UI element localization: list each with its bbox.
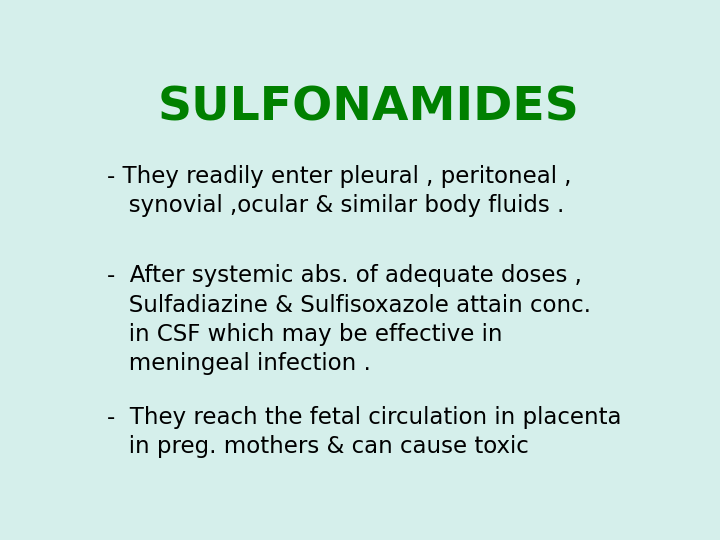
Text: - They readily enter pleural , peritoneal ,
   synovial ,ocular & similar body f: - They readily enter pleural , peritonea…	[107, 165, 571, 217]
Text: -  After systemic abs. of adequate doses ,
   Sulfadiazine & Sulfisoxazole attai: - After systemic abs. of adequate doses …	[107, 265, 590, 375]
Text: -  They reach the fetal circulation in placenta
   in preg. mothers & can cause : - They reach the fetal circulation in pl…	[107, 406, 621, 458]
Text: SULFONAMIDES: SULFONAMIDES	[158, 85, 580, 131]
